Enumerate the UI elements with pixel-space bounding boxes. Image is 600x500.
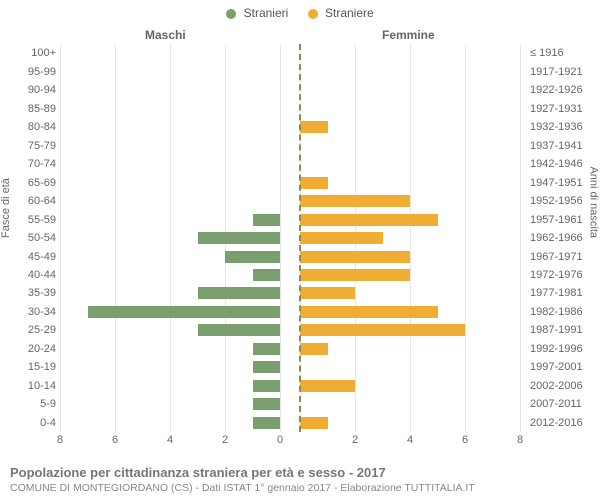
bar-male <box>253 214 281 226</box>
birth-label: 1997-2001 <box>526 360 600 374</box>
age-label: 0-4 <box>0 416 60 430</box>
birth-label: 1987-1991 <box>526 323 600 337</box>
bar-male <box>88 306 281 318</box>
bar-male <box>225 251 280 263</box>
age-label: 80-84 <box>0 120 60 134</box>
chart-subtitle: COMUNE DI MONTEGIORDANO (CS) - Dati ISTA… <box>10 482 590 494</box>
legend: Stranieri Straniere <box>0 6 600 20</box>
center-axis-line <box>299 44 301 432</box>
x-tick-label: 4 <box>167 434 173 446</box>
birth-label: 2002-2006 <box>526 379 600 393</box>
bar-male <box>198 287 281 299</box>
birth-label: 1932-1936 <box>526 120 600 134</box>
plot-area-male <box>60 44 280 432</box>
age-label: 95-99 <box>0 65 60 79</box>
age-label: 100+ <box>0 46 60 60</box>
birth-label: 1927-1931 <box>526 102 600 116</box>
age-label: 55-59 <box>0 213 60 227</box>
age-label: 25-29 <box>0 323 60 337</box>
birth-label: 1922-1926 <box>526 83 600 97</box>
bar-female <box>300 251 410 263</box>
bar-female <box>300 214 438 226</box>
bar-male <box>253 269 281 281</box>
bar-male <box>253 398 281 410</box>
chart-title: Popolazione per cittadinanza straniera p… <box>10 465 590 480</box>
legend-swatch-female <box>308 9 318 19</box>
bar-female <box>300 343 328 355</box>
age-label: 15-19 <box>0 360 60 374</box>
bar-male <box>253 343 281 355</box>
birth-label: 1962-1966 <box>526 231 600 245</box>
bar-female <box>300 324 465 336</box>
age-label: 30-34 <box>0 305 60 319</box>
age-label: 5-9 <box>0 397 60 411</box>
legend-item-female: Straniere <box>308 6 374 20</box>
bar-male <box>253 361 281 373</box>
x-tick-label: 0 <box>277 434 283 446</box>
bar-female <box>300 195 410 207</box>
legend-label-female: Straniere <box>325 6 374 20</box>
birth-label: 1992-1996 <box>526 342 600 356</box>
bar-female <box>300 177 328 189</box>
bar-female <box>300 121 328 133</box>
bar-male <box>198 324 281 336</box>
bar-female <box>300 232 383 244</box>
birth-label: 1957-1961 <box>526 213 600 227</box>
age-label: 65-69 <box>0 176 60 190</box>
age-label: 90-94 <box>0 83 60 97</box>
age-label: 60-64 <box>0 194 60 208</box>
age-label: 75-79 <box>0 139 60 153</box>
age-label: 20-24 <box>0 342 60 356</box>
x-tick-label: 4 <box>407 434 413 446</box>
birth-label: 1917-1921 <box>526 65 600 79</box>
age-label: 35-39 <box>0 286 60 300</box>
birth-label: 2007-2011 <box>526 397 600 411</box>
birth-label: 1937-1941 <box>526 139 600 153</box>
birth-label: 1947-1951 <box>526 176 600 190</box>
bar-female <box>300 380 355 392</box>
legend-label-male: Stranieri <box>244 6 289 20</box>
x-tick-label: 8 <box>57 434 63 446</box>
age-label: 45-49 <box>0 250 60 264</box>
bar-female <box>300 287 355 299</box>
column-header-female: Femmine <box>382 28 435 42</box>
bar-male <box>253 417 281 429</box>
x-tick-label: 6 <box>112 434 118 446</box>
birth-label: 1972-1976 <box>526 268 600 282</box>
birth-label: 1952-1956 <box>526 194 600 208</box>
bar-male <box>253 380 281 392</box>
birth-label: ≤ 1916 <box>526 46 600 60</box>
birth-label: 1942-1946 <box>526 157 600 171</box>
x-tick-label: 2 <box>222 434 228 446</box>
pyramid-chart: Stranieri Straniere Maschi Femmine Fasce… <box>0 0 600 500</box>
bar-female <box>300 269 410 281</box>
birth-label: 1967-1971 <box>526 250 600 264</box>
x-tick-label: 2 <box>352 434 358 446</box>
birth-label: 2012-2016 <box>526 416 600 430</box>
column-header-male: Maschi <box>145 28 186 42</box>
birth-label: 1982-1986 <box>526 305 600 319</box>
age-label: 70-74 <box>0 157 60 171</box>
age-label: 10-14 <box>0 379 60 393</box>
legend-swatch-male <box>226 9 236 19</box>
chart-footer: Popolazione per cittadinanza straniera p… <box>10 465 590 494</box>
age-label: 40-44 <box>0 268 60 282</box>
bar-female <box>300 306 438 318</box>
birth-label: 1977-1981 <box>526 286 600 300</box>
bar-male <box>198 232 281 244</box>
x-tick-label: 6 <box>462 434 468 446</box>
plot-area-female <box>300 44 520 432</box>
age-label: 85-89 <box>0 102 60 116</box>
x-tick-label: 8 <box>517 434 523 446</box>
bar-female <box>300 417 328 429</box>
legend-item-male: Stranieri <box>226 6 288 20</box>
age-label: 50-54 <box>0 231 60 245</box>
